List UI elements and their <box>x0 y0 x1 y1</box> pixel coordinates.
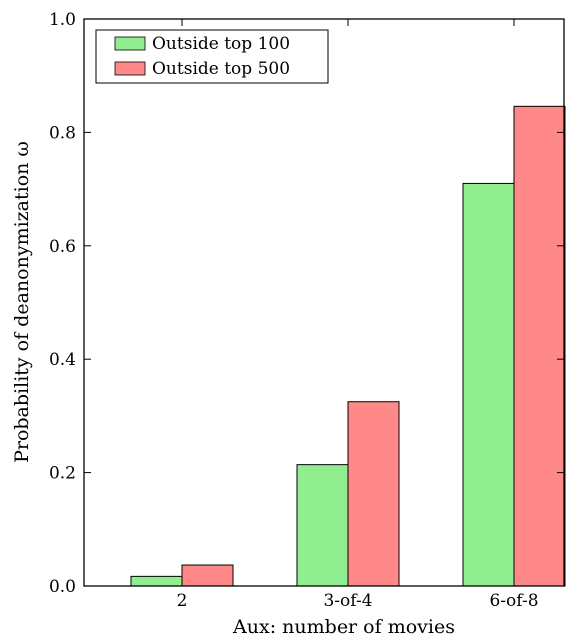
y-tick-label: 0.4 <box>49 350 76 370</box>
legend-label-outside-top-500: Outside top 500 <box>152 59 290 79</box>
x-axis: 2 3-of-4 6-of-8 <box>177 19 539 611</box>
bar-outside-top-500-3-of-4 <box>347 401 400 587</box>
y-tick-label: 1.0 <box>49 10 76 30</box>
legend-swatch-outside-top-100 <box>114 36 146 51</box>
y-tick-label: 0.0 <box>49 577 76 597</box>
x-tick-label-2: 2 <box>177 591 188 611</box>
bar-outside-top-100-2 <box>130 575 183 587</box>
x-tick-label-3-of-4: 3-of-4 <box>323 591 372 611</box>
y-tick-label: 0.8 <box>49 123 76 143</box>
bar-outside-top-500-6-of-8 <box>513 105 566 587</box>
x-axis-label: Aux: number of movies <box>232 616 455 638</box>
y-tick-label: 0.6 <box>49 237 76 257</box>
legend: Outside top 100 Outside top 500 <box>95 29 329 84</box>
bar-outside-top-100-6-of-8 <box>462 182 515 587</box>
x-tick-label-6-of-8: 6-of-8 <box>489 591 538 611</box>
bar-outside-top-500-2 <box>181 564 234 587</box>
plot-frame <box>83 18 565 587</box>
y-tick-label: 0.2 <box>49 464 76 484</box>
y-axis: 0.0 0.2 0.4 0.6 0.8 1.0 <box>49 10 564 597</box>
legend-label-outside-top-100: Outside top 100 <box>152 34 290 54</box>
y-axis-label: Probability of deanonymization ω <box>11 141 33 463</box>
bars-group <box>130 105 566 587</box>
legend-swatch-outside-top-500 <box>114 61 146 76</box>
bar-outside-top-100-3-of-4 <box>296 464 349 587</box>
